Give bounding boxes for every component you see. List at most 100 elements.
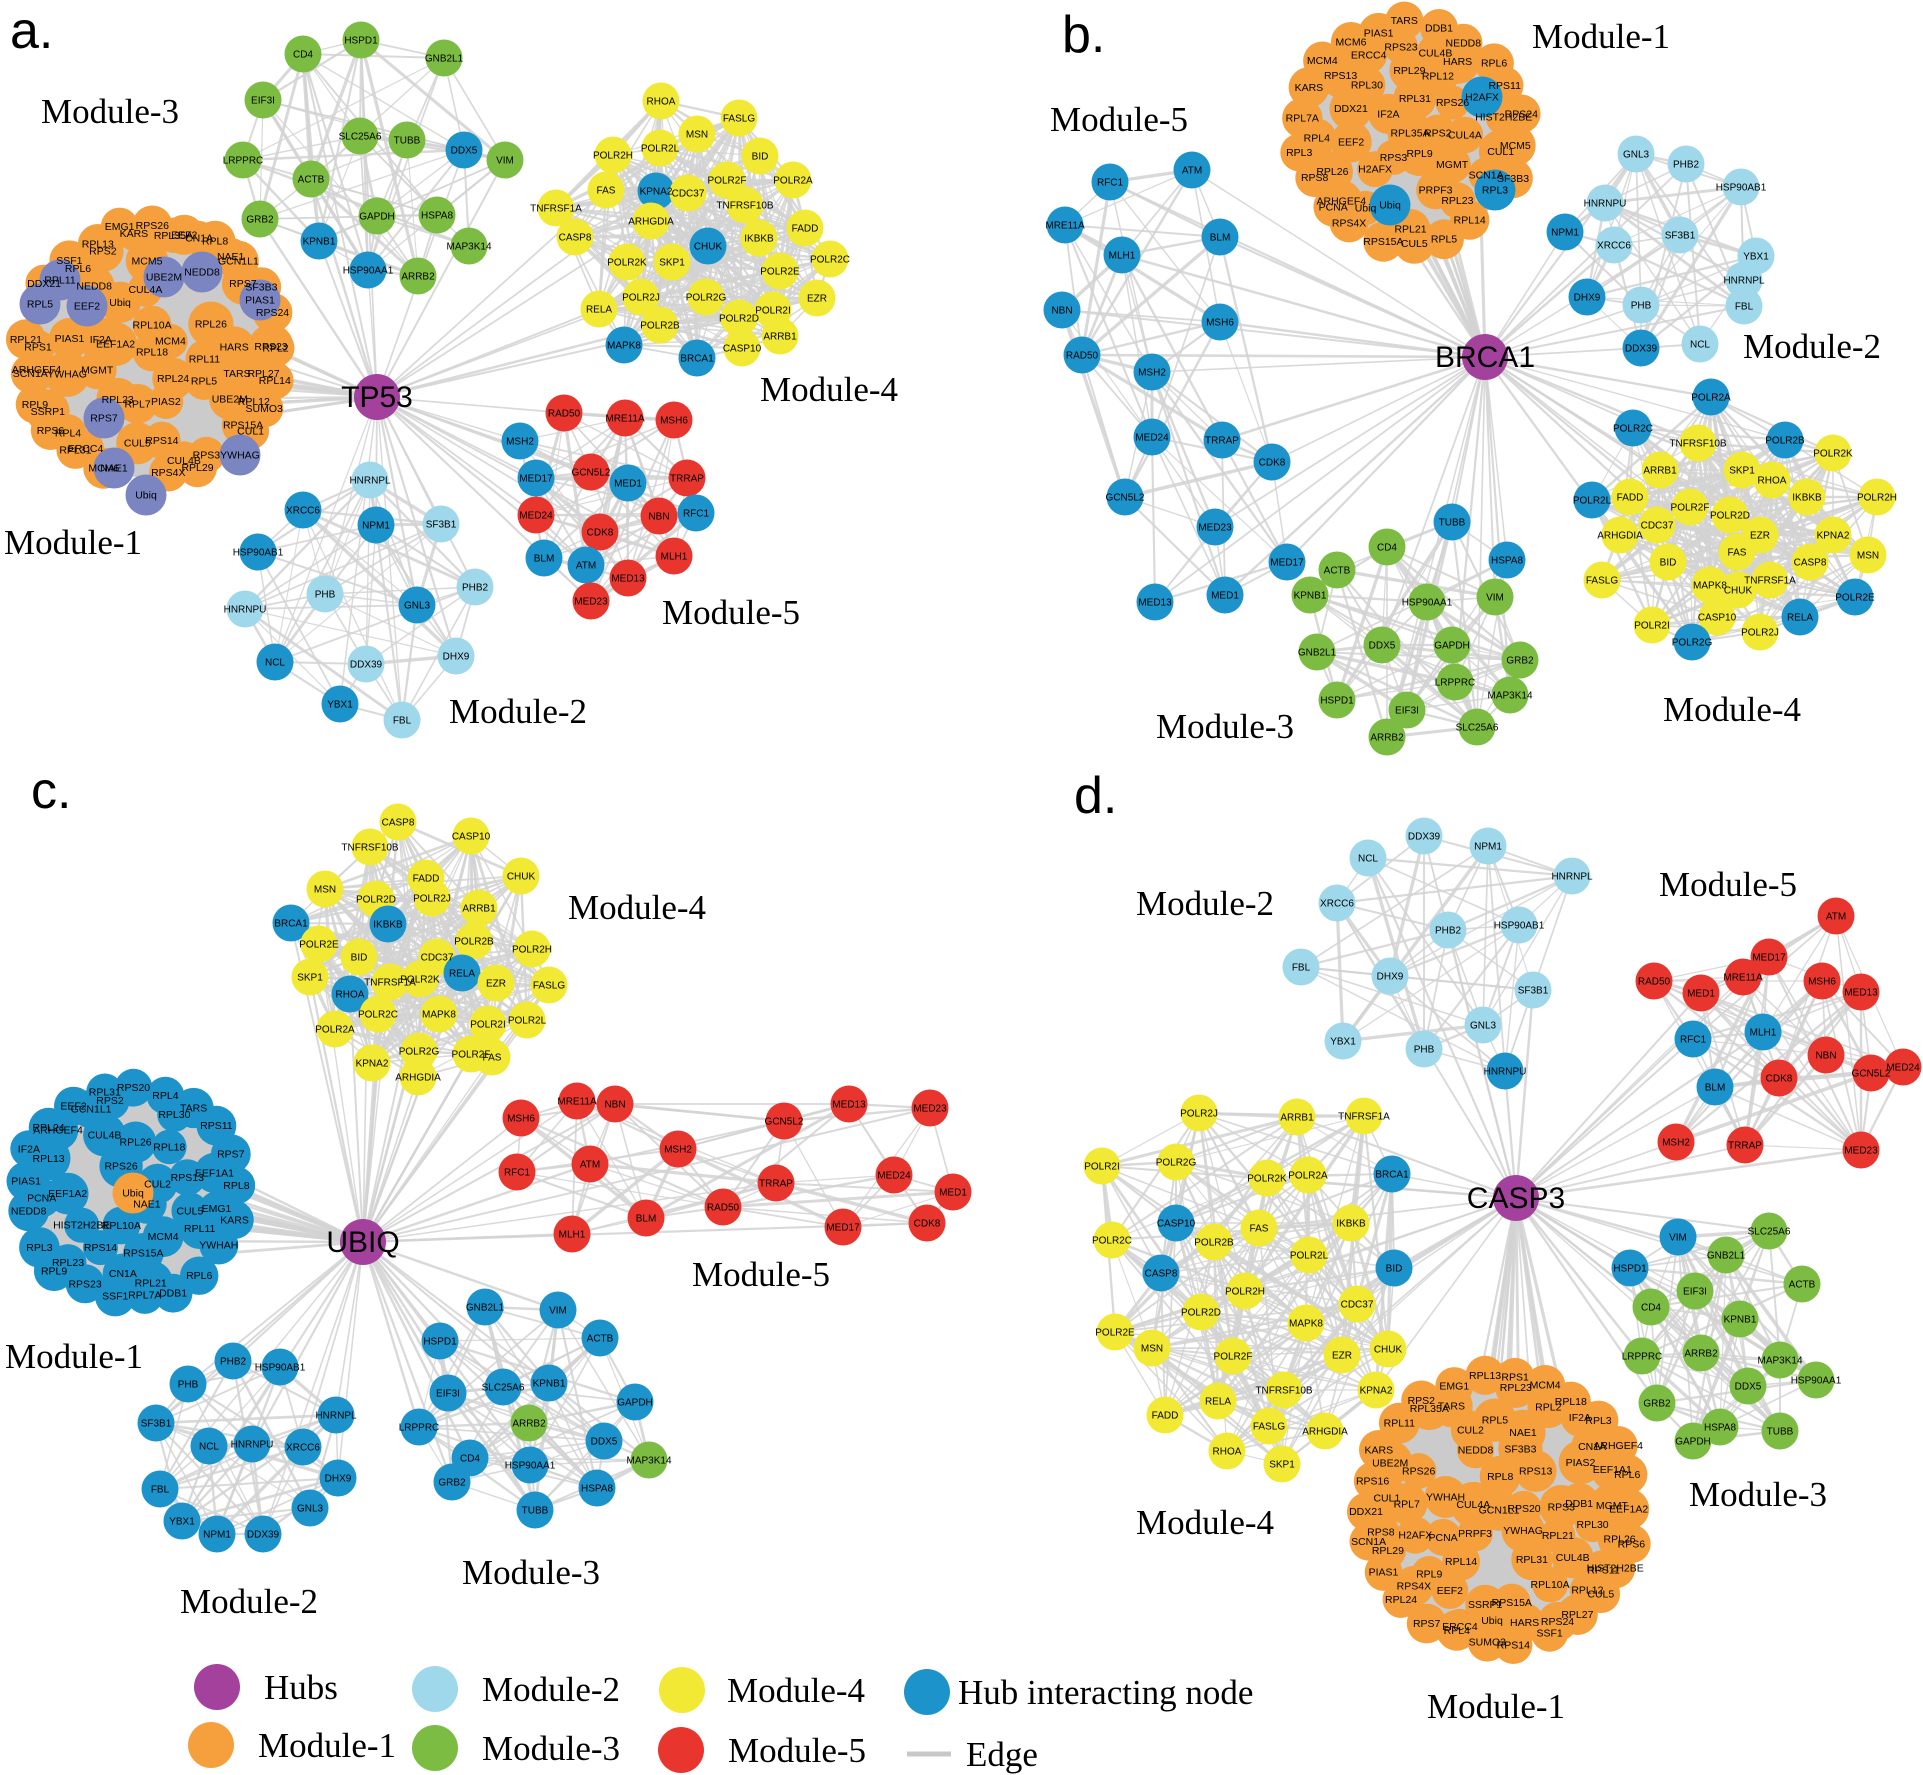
svg-text:YWHAG: YWHAG — [47, 369, 87, 381]
svg-text:ACTB: ACTB — [298, 175, 325, 186]
svg-text:H2AFX: H2AFX — [1465, 92, 1499, 104]
svg-text:MAPK8: MAPK8 — [1693, 581, 1727, 592]
svg-text:MSH2: MSH2 — [664, 1145, 692, 1156]
svg-text:SF3B1: SF3B1 — [426, 520, 457, 531]
svg-text:Module-3: Module-3 — [462, 1553, 600, 1592]
svg-text:ARRB2: ARRB2 — [1370, 733, 1404, 744]
svg-text:HSP90AA1: HSP90AA1 — [1402, 598, 1453, 609]
svg-text:IF2A: IF2A — [18, 1143, 40, 1155]
svg-text:FADD: FADD — [413, 874, 440, 885]
svg-text:CUL5: CUL5 — [1401, 238, 1428, 250]
svg-text:CASP8: CASP8 — [559, 233, 592, 244]
svg-text:MED13: MED13 — [832, 1100, 866, 1111]
svg-text:CDK8: CDK8 — [914, 1219, 941, 1230]
svg-text:NPM1: NPM1 — [203, 1530, 231, 1541]
svg-text:LRPPRC: LRPPRC — [1435, 678, 1476, 689]
svg-text:MAPK8: MAPK8 — [422, 1010, 456, 1021]
svg-text:CN1A: CN1A — [109, 1268, 137, 1280]
svg-text:CHUK: CHUK — [694, 242, 723, 253]
svg-text:ATM: ATM — [1182, 166, 1202, 177]
svg-text:ARHGDIA: ARHGDIA — [1302, 1427, 1348, 1438]
svg-text:RPL14: RPL14 — [1445, 1556, 1477, 1568]
svg-text:NEDD8: NEDD8 — [1446, 37, 1482, 49]
svg-text:PIAS1: PIAS1 — [11, 1176, 41, 1188]
svg-text:MED17: MED17 — [826, 1223, 860, 1234]
svg-text:POLR2E: POLR2E — [760, 267, 800, 278]
svg-text:Ubiq: Ubiq — [1481, 1615, 1503, 1627]
svg-text:MAP3K14: MAP3K14 — [1487, 691, 1532, 702]
svg-text:POLR2J: POLR2J — [1180, 1109, 1218, 1120]
svg-text:ARHGEF4: ARHGEF4 — [33, 1125, 83, 1137]
svg-text:HSPD1: HSPD1 — [1613, 1264, 1647, 1275]
svg-text:MLH1: MLH1 — [661, 552, 688, 563]
svg-text:FASLG: FASLG — [1253, 1422, 1285, 1433]
svg-text:Module-5: Module-5 — [1659, 865, 1797, 904]
svg-text:POLR2K: POLR2K — [400, 975, 440, 986]
svg-text:RPL31: RPL31 — [1399, 93, 1431, 105]
svg-text:XRCC6: XRCC6 — [286, 1443, 320, 1454]
svg-text:Module-5: Module-5 — [728, 1731, 866, 1770]
svg-text:UBE2M: UBE2M — [146, 272, 182, 284]
svg-text:RPL8: RPL8 — [202, 236, 228, 248]
svg-text:Module-4: Module-4 — [727, 1671, 865, 1710]
svg-text:MAP3K14: MAP3K14 — [1757, 1356, 1802, 1367]
svg-text:EZR: EZR — [486, 979, 506, 990]
svg-text:RPL5: RPL5 — [27, 299, 53, 311]
svg-text:MSN: MSN — [1141, 1344, 1163, 1355]
svg-text:Module-5: Module-5 — [1050, 100, 1188, 139]
svg-text:BLM: BLM — [636, 1214, 657, 1225]
svg-text:RPL3: RPL3 — [1286, 147, 1312, 159]
svg-text:RPS7: RPS7 — [1413, 1618, 1441, 1630]
svg-text:RPL23: RPL23 — [1441, 195, 1473, 207]
svg-text:SSF1: SSF1 — [1536, 1628, 1562, 1640]
svg-text:PCNA: PCNA — [27, 1192, 56, 1204]
svg-text:POLR2G: POLR2G — [1672, 638, 1713, 649]
svg-text:EIF3I: EIF3I — [1683, 1287, 1707, 1298]
svg-text:POLR2L: POLR2L — [641, 144, 680, 155]
svg-text:RPS13: RPS13 — [1324, 70, 1357, 82]
svg-text:Module-4: Module-4 — [1136, 1503, 1274, 1542]
svg-text:TNFRSF1A: TNFRSF1A — [1744, 576, 1796, 587]
svg-text:TARS: TARS — [223, 368, 250, 380]
svg-text:KPNB1: KPNB1 — [533, 1379, 566, 1390]
svg-text:GNB2L1: GNB2L1 — [425, 54, 464, 65]
svg-text:SSF1: SSF1 — [56, 255, 82, 267]
svg-text:RPL18: RPL18 — [1555, 1396, 1587, 1408]
svg-text:POLR2C: POLR2C — [810, 255, 850, 266]
svg-text:RPL35A: RPL35A — [1410, 1403, 1449, 1415]
svg-text:RFC1: RFC1 — [1097, 178, 1124, 189]
svg-text:CD4: CD4 — [293, 50, 313, 61]
svg-text:POLR2E: POLR2E — [1835, 593, 1875, 604]
svg-text:RPS24: RPS24 — [1541, 1616, 1574, 1628]
svg-text:GNL3: GNL3 — [1470, 1021, 1497, 1032]
svg-text:POLR2C: POLR2C — [1092, 1236, 1132, 1247]
svg-text:RPS15A: RPS15A — [1492, 1597, 1532, 1609]
svg-text:POLR2D: POLR2D — [719, 314, 759, 325]
svg-text:VIM: VIM — [1669, 1233, 1687, 1244]
svg-text:CUL5: CUL5 — [176, 1205, 203, 1217]
svg-text:Module-5: Module-5 — [662, 593, 800, 632]
svg-text:RPS13: RPS13 — [171, 1172, 204, 1184]
svg-text:RHOA: RHOA — [336, 990, 365, 1001]
svg-text:MED23: MED23 — [1844, 1146, 1878, 1157]
svg-text:RPL12: RPL12 — [1571, 1585, 1603, 1597]
svg-text:RPL2: RPL2 — [1535, 1402, 1561, 1414]
svg-text:RPL11: RPL11 — [189, 354, 220, 366]
svg-text:YBX1: YBX1 — [169, 1517, 195, 1528]
svg-text:RPS3: RPS3 — [1548, 1501, 1576, 1513]
svg-text:GNB2L1: GNB2L1 — [466, 1303, 505, 1314]
svg-text:MED1: MED1 — [939, 1188, 967, 1199]
svg-text:PHB: PHB — [1631, 301, 1652, 312]
svg-text:ARRB2: ARRB2 — [512, 1419, 546, 1430]
svg-text:MSH6: MSH6 — [1808, 977, 1836, 988]
svg-text:KPNA2: KPNA2 — [1817, 531, 1850, 542]
svg-text:POLR2L: POLR2L — [508, 1016, 547, 1027]
svg-text:POLR2F: POLR2F — [452, 1050, 491, 1061]
svg-text:FADD: FADD — [1617, 493, 1644, 504]
svg-text:POLR2L: POLR2L — [1290, 1251, 1329, 1262]
svg-text:RPL13: RPL13 — [33, 1153, 65, 1165]
svg-text:RPS26: RPS26 — [136, 220, 169, 232]
svg-text:BID: BID — [752, 152, 769, 163]
svg-text:POLR2K: POLR2K — [1247, 1174, 1287, 1185]
svg-text:BID: BID — [1386, 1264, 1403, 1275]
